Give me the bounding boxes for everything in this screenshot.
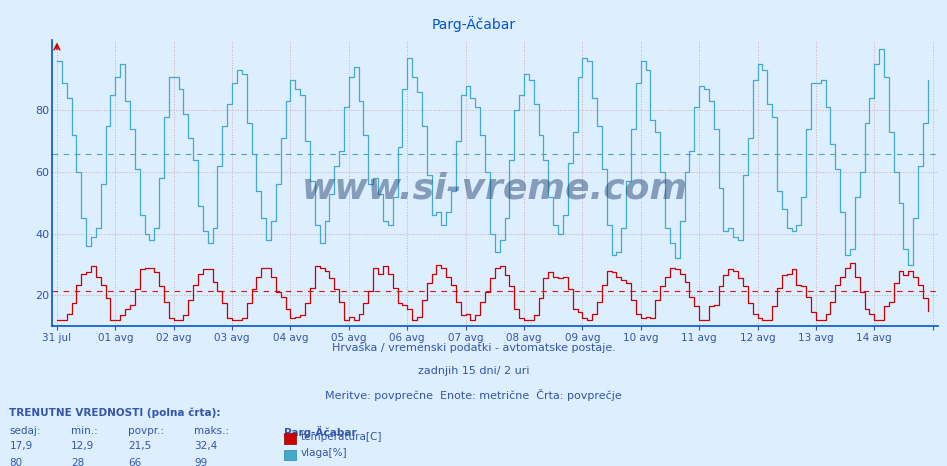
Text: TRENUTNE VREDNOSTI (polna črta):: TRENUTNE VREDNOSTI (polna črta): [9, 408, 221, 418]
Text: povpr.:: povpr.: [128, 426, 164, 436]
Text: Parg-Äčabar: Parg-Äčabar [284, 426, 357, 439]
Text: 80: 80 [9, 458, 23, 466]
Text: zadnjih 15 dni/ 2 uri: zadnjih 15 dni/ 2 uri [418, 366, 529, 376]
Text: 17,9: 17,9 [9, 441, 33, 451]
Text: 99: 99 [194, 458, 207, 466]
Text: 66: 66 [128, 458, 141, 466]
Text: 28: 28 [71, 458, 84, 466]
Text: Meritve: povprečne  Enote: metrične  Črta: povprečje: Meritve: povprečne Enote: metrične Črta:… [325, 389, 622, 401]
Text: min.:: min.: [71, 426, 98, 436]
Text: maks.:: maks.: [194, 426, 229, 436]
Text: 21,5: 21,5 [128, 441, 152, 451]
Text: temperatura[C]: temperatura[C] [301, 432, 383, 442]
Text: 12,9: 12,9 [71, 441, 95, 451]
Text: 32,4: 32,4 [194, 441, 218, 451]
Text: Parg-Äčabar: Parg-Äčabar [432, 16, 515, 32]
Text: www.si-vreme.com: www.si-vreme.com [302, 171, 688, 206]
Text: vlaga[%]: vlaga[%] [301, 448, 348, 459]
Text: sedaj:: sedaj: [9, 426, 41, 436]
Text: Hrvaška / vremenski podatki - avtomatske postaje.: Hrvaška / vremenski podatki - avtomatske… [331, 343, 616, 353]
